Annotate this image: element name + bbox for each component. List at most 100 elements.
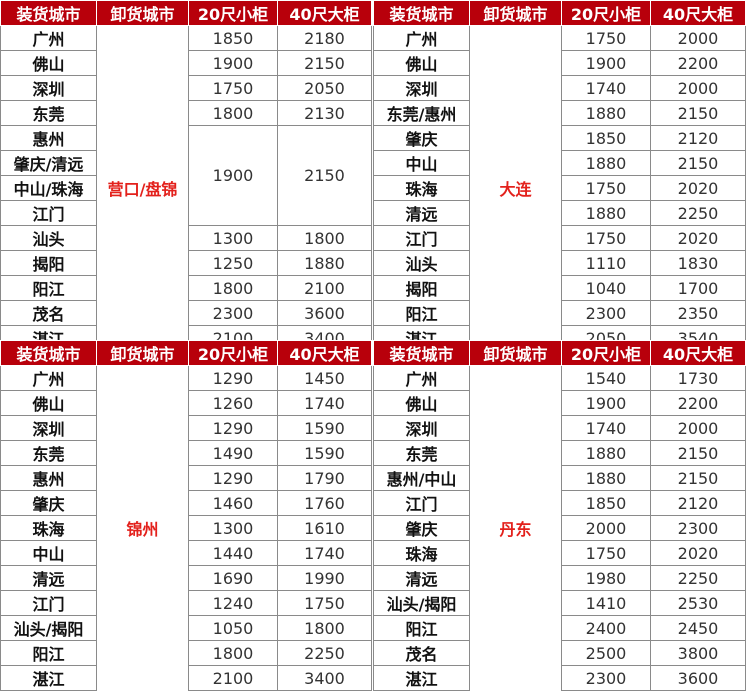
price-20ft: 1750 — [561, 540, 651, 566]
table-row: 揭阳 1250 1880 — [0, 250, 372, 276]
price-40ft: 1760 — [277, 490, 372, 516]
price-40ft: 2450 — [650, 615, 746, 641]
loading-city: 清远 — [0, 565, 97, 591]
table-row: 深圳 1740 2000 — [373, 415, 746, 441]
table-row: 汕头/揭阳 1050 1800 — [0, 615, 372, 641]
freight-table: 装货城市 卸货城市 20尺小柜 40尺大柜 广州 丹东 1540 1730 佛山 1900 2200… — [373, 340, 746, 691]
table-row: 东莞 1880 2150 — [373, 440, 746, 466]
price-20ft: 1980 — [561, 565, 651, 591]
price-40ft: 2530 — [650, 590, 746, 616]
price-40ft: 2020 — [650, 540, 746, 566]
table-row: 广州 大连 1750 2000 — [373, 25, 746, 351]
loading-city: 湛江 — [0, 665, 97, 691]
destination-city: 大连 — [469, 25, 562, 351]
price-40ft: 1450 — [277, 365, 372, 391]
price-40ft: 2100 — [277, 275, 372, 301]
table-row: 汕头 1110 1830 — [373, 250, 746, 276]
price-40ft: 2150 — [277, 50, 372, 76]
price-20ft: 1800 — [188, 640, 278, 666]
20ft-price-header: 20尺小柜 — [188, 0, 278, 26]
loading-city-header: 装货城市 — [373, 340, 470, 366]
loading-city: 茂名 — [373, 640, 470, 666]
freight-table: 装货城市 卸货城市 20尺小柜 40尺大柜 广州 大连 1750 2000 佛山 1900 2200… — [373, 0, 746, 351]
loading-city: 佛山 — [0, 50, 97, 76]
price-20ft: 1750 — [561, 175, 651, 201]
loading-city: 深圳 — [0, 75, 97, 101]
price-20ft: 1900 — [561, 50, 651, 76]
price-20ft: 1750 — [561, 25, 651, 51]
loading-city-header: 装货城市 — [0, 0, 97, 26]
price-20ft: 2500 — [561, 640, 651, 666]
price-20ft: 2000 — [561, 515, 651, 541]
table-row: 广州 锦州 1290 1450 — [0, 365, 372, 691]
loading-city: 东莞/惠州 — [373, 100, 470, 126]
loading-city: 汕头/揭阳 — [0, 615, 97, 641]
20ft-price-header: 20尺小柜 — [188, 340, 278, 366]
table-row: 汕头 1300 1800 — [0, 225, 372, 251]
price-40ft: 2250 — [650, 565, 746, 591]
price-20ft: 1290 — [188, 365, 278, 391]
rate-table-yingkou-panjin: 装货城市 卸货城市 20尺小柜 40尺大柜 广州 营口/盘锦 1850 2180 佛山 1900 2… — [0, 0, 372, 351]
table-row: 珠海 1750 2020 — [373, 175, 746, 201]
table-row: 肇庆 2000 2300 — [373, 515, 746, 541]
loading-city: 中山 — [373, 150, 470, 176]
loading-city: 东莞 — [373, 440, 470, 466]
loading-city: 佛山 — [0, 390, 97, 416]
price-40ft: 3800 — [650, 640, 746, 666]
loading-city: 深圳 — [373, 75, 470, 101]
table-row: 广州 营口/盘锦 1850 2180 — [0, 25, 372, 351]
price-20ft: 1300 — [188, 515, 278, 541]
loading-city: 茂名 — [0, 300, 97, 326]
price-20ft: 1490 — [188, 440, 278, 466]
price-40ft: 2120 — [650, 125, 746, 151]
price-40ft: 3600 — [277, 300, 372, 326]
40ft-price-header: 40尺大柜 — [650, 340, 746, 366]
price-20ft: 1250 — [188, 250, 278, 276]
table-row: 惠州 1290 1790 — [0, 465, 372, 491]
loading-city: 珠海 — [373, 175, 470, 201]
loading-city: 揭阳 — [373, 275, 470, 301]
price-40ft: 1590 — [277, 415, 372, 441]
destination-city: 锦州 — [96, 365, 189, 691]
price-40ft: 1830 — [650, 250, 746, 276]
price-40ft: 2200 — [650, 50, 746, 76]
price-20ft: 1290 — [188, 465, 278, 491]
price-40ft: 2150 — [650, 440, 746, 466]
loading-city: 汕头 — [373, 250, 470, 276]
price-40ft: 2150 — [650, 150, 746, 176]
table-row: 肇庆 1460 1760 — [0, 490, 372, 516]
loading-city: 肇庆 — [373, 125, 470, 151]
loading-city: 珠海 — [373, 540, 470, 566]
price-20ft: 1410 — [561, 590, 651, 616]
loading-city: 广州 — [373, 25, 470, 51]
table-row: 阳江 1800 2250 — [0, 640, 372, 666]
loading-city: 肇庆 — [0, 490, 97, 516]
header-row: 装货城市 卸货城市 20尺小柜 40尺大柜 — [0, 340, 372, 366]
price-40ft: 2130 — [277, 100, 372, 126]
loading-city: 广州 — [373, 365, 470, 391]
price-40ft: 2020 — [650, 225, 746, 251]
destination-city: 丹东 — [469, 365, 562, 691]
20ft-price-header: 20尺小柜 — [561, 0, 651, 26]
price-20ft: 1800 — [188, 100, 278, 126]
table-row: 珠海 1300 1610 — [0, 515, 372, 541]
price-40ft: 3600 — [650, 665, 746, 691]
loading-city: 汕头/揭阳 — [373, 590, 470, 616]
loading-city: 佛山 — [373, 390, 470, 416]
price-20ft: 1750 — [561, 225, 651, 251]
loading-city-header: 装货城市 — [0, 340, 97, 366]
table-row: 东莞 1800 2130 — [0, 100, 372, 126]
price-40ft: 1800 — [277, 615, 372, 641]
destination-city-header: 卸货城市 — [469, 0, 562, 26]
table-row: 江门 1750 2020 — [373, 225, 746, 251]
price-20ft: 1880 — [561, 200, 651, 226]
loading-city: 湛江 — [373, 665, 470, 691]
price-20ft: 2400 — [561, 615, 651, 641]
rate-table-dandong: 装货城市 卸货城市 20尺小柜 40尺大柜 广州 丹东 1540 1730 佛山 1900 2200… — [373, 340, 746, 691]
price-40ft: 1740 — [277, 390, 372, 416]
table-row: 中山/珠海 — [0, 175, 372, 201]
price-20ft: 1900 — [561, 390, 651, 416]
price-20ft: 1690 — [188, 565, 278, 591]
price-40ft: 1740 — [277, 540, 372, 566]
price-40ft: 1990 — [277, 565, 372, 591]
